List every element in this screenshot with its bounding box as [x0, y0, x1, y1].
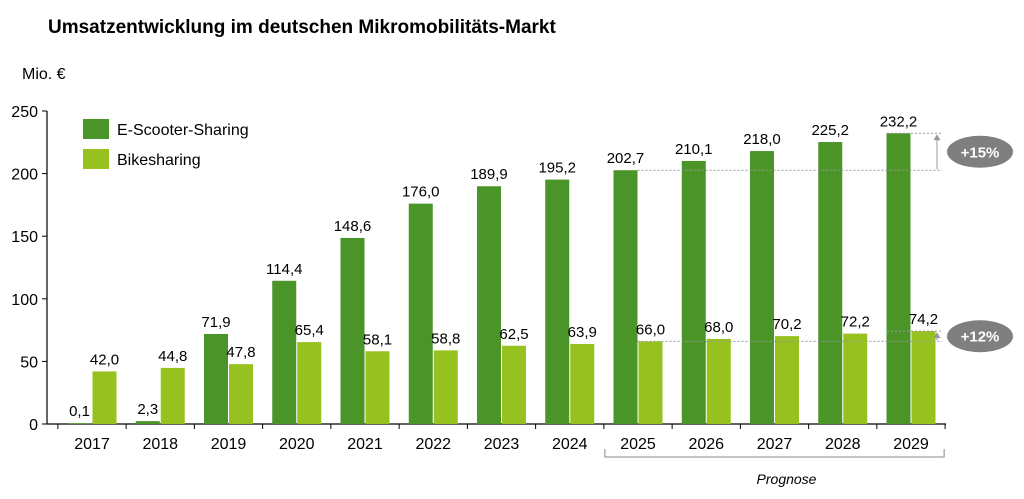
y-tick-label: 250: [11, 104, 38, 121]
x-tick-label: 2017: [74, 436, 110, 453]
x-tick-label: 2028: [825, 436, 861, 453]
data-label: 195,2: [538, 160, 576, 177]
y-tick-label: 0: [29, 417, 38, 434]
legend-label: Bikesharing: [117, 152, 201, 169]
data-label: 63,9: [568, 324, 597, 341]
bar-bikesharing: [160, 367, 185, 424]
data-label: 202,7: [607, 150, 645, 167]
data-label: 210,1: [675, 141, 713, 158]
legend-swatch: [83, 149, 109, 169]
growth-badge-text: +12%: [961, 329, 1000, 346]
y-tick-label: 100: [11, 292, 38, 309]
x-tick-label: 2022: [415, 436, 451, 453]
bar-bikesharing: [638, 341, 663, 424]
growth-arrow-head: [933, 134, 941, 141]
data-label: 72,2: [841, 314, 870, 331]
x-tick-label: 2023: [484, 436, 520, 453]
data-label: 66,0: [636, 321, 665, 338]
data-label: 176,0: [402, 184, 440, 201]
bar-e-scooter-sharing: [681, 160, 706, 424]
x-tick-label: 2024: [552, 436, 588, 453]
bar-bikesharing: [297, 342, 322, 424]
y-tick-label: 200: [11, 167, 38, 184]
bar-bikesharing: [92, 371, 117, 424]
data-label: 189,9: [470, 166, 508, 183]
bar-bikesharing: [843, 333, 868, 424]
legend-label: E-Scooter-Sharing: [117, 122, 249, 139]
chart-title: Umsatzentwicklung im deutschen Mikromobi…: [48, 17, 556, 38]
data-label: 71,9: [201, 314, 230, 331]
growth-arrow-head: [933, 332, 941, 339]
legend-swatch: [83, 119, 109, 139]
x-tick-label: 2026: [688, 436, 724, 453]
axes: 0 50 100 150 200 250 2017 2018 2019 2020 2021 2022 2…: [11, 104, 946, 453]
data-label: 58,8: [431, 330, 460, 347]
growth-badge: [947, 320, 1013, 353]
x-tick-label: 2029: [893, 436, 929, 453]
bar-e-scooter-sharing: [750, 151, 774, 424]
y-axis-unit-label: Mio. €: [22, 66, 66, 83]
bar-e-scooter-sharing: [204, 333, 228, 424]
data-label: 58,1: [363, 331, 392, 348]
bar-bikesharing: [502, 345, 526, 424]
bar-e-scooter-sharing: [272, 280, 297, 424]
bar-bikesharing: [365, 351, 390, 424]
data-label: 218,0: [743, 131, 781, 148]
y-tick-label: 50: [20, 354, 38, 371]
bar-e-scooter-sharing: [135, 421, 160, 424]
data-labels: 0,1 2,3 71,9 114,4 148,6 176,0 189,9 195,2 202,7…: [69, 113, 938, 420]
bar-e-scooter-sharing: [545, 179, 570, 424]
bar-e-scooter-sharing: [477, 186, 501, 424]
y-tick-label: 150: [11, 229, 38, 246]
bar-bikesharing: [706, 338, 731, 424]
x-tick-label: 2021: [347, 436, 383, 453]
bars: [67, 133, 936, 425]
x-tick-label: 2027: [757, 436, 793, 453]
x-tick-label: 2018: [142, 436, 178, 453]
bar-bikesharing: [911, 331, 936, 424]
data-label: 42,0: [90, 351, 119, 368]
growth-badge-text: +15%: [961, 144, 1000, 161]
data-label: 62,5: [499, 326, 528, 343]
data-label: 2,3: [137, 401, 158, 418]
prognose-label: Prognose: [757, 471, 817, 487]
bar-bikesharing: [433, 350, 458, 424]
data-label: 232,2: [880, 113, 918, 130]
data-label: 68,0: [704, 319, 733, 336]
bar-e-scooter-sharing: [886, 133, 911, 425]
annotations: Prognose +15% +12%: [604, 132, 1013, 487]
bar-e-scooter-sharing: [613, 170, 638, 424]
bar-e-scooter-sharing: [408, 203, 433, 424]
bar-e-scooter-sharing: [818, 142, 843, 424]
data-label: 148,6: [334, 218, 372, 235]
data-label: 0,1: [69, 403, 90, 420]
data-label: 47,8: [226, 344, 255, 361]
data-label: 225,2: [811, 122, 849, 139]
data-label: 65,4: [295, 322, 324, 339]
data-label: 74,2: [909, 311, 938, 328]
bar-e-scooter-sharing: [67, 423, 92, 424]
bar-bikesharing: [570, 343, 595, 424]
bar-bikesharing: [229, 364, 253, 424]
bar-bikesharing: [775, 336, 799, 424]
data-label: 70,2: [772, 316, 801, 333]
growth-badge: [947, 135, 1013, 168]
prognose-bracket: [604, 449, 945, 458]
legend: E-Scooter-Sharing Bikesharing: [83, 119, 249, 169]
x-tick-label: 2025: [620, 436, 656, 453]
data-label: 44,8: [158, 348, 187, 365]
bar-e-scooter-sharing: [340, 237, 365, 424]
data-label: 114,4: [266, 261, 302, 278]
x-tick-label: 2019: [211, 436, 247, 453]
x-tick-label: 2020: [279, 436, 315, 453]
